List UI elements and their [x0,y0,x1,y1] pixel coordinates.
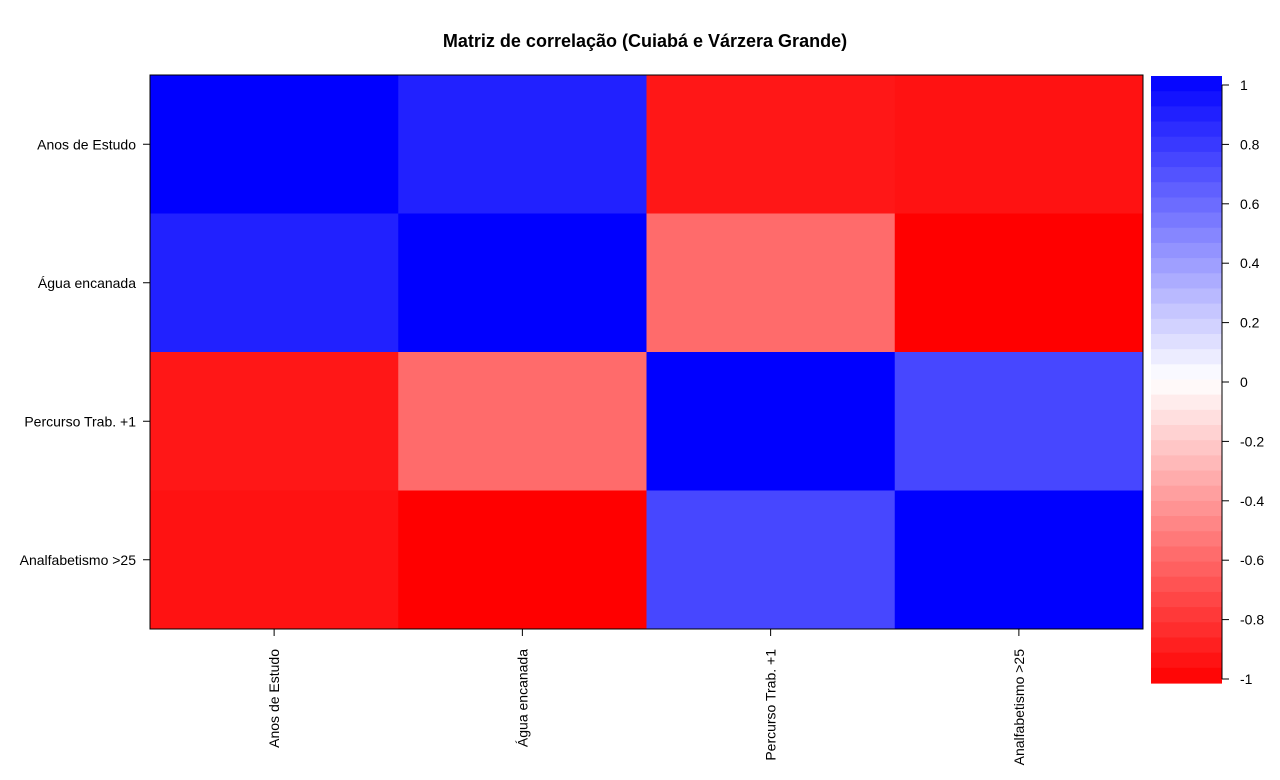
colorbar-tick-label: 0.4 [1240,255,1260,271]
colorbar-segment [1151,349,1222,365]
x-axis: Anos de Estudo Água encanada Percurso Trab… [266,629,1027,765]
y-tick-label: Água encanada [38,275,136,291]
colorbar-tick-label: -0.4 [1240,493,1264,509]
heatmap-cell-2-2 [646,352,896,491]
heatmap-cell-1-2 [646,213,896,353]
colorbar-segment [1151,516,1222,532]
heatmap-cell-3-0 [150,490,399,630]
y-tick-label: Analfabetismo >25 [20,552,137,568]
colorbar-tick-label: 0 [1240,374,1248,390]
heatmap-cell-2-3 [894,352,1144,491]
colorbar-tick-label: 0.8 [1240,136,1260,152]
x-tick-label: Água encanada [514,649,530,747]
colorbar-segment [1151,576,1222,593]
colorbar-segment [1151,121,1222,138]
colorbar-tick-label: -0.6 [1240,552,1264,568]
heatmap-cell-2-1 [398,352,647,491]
colorbar-segment [1151,485,1222,502]
x-tick-label: Analfabetismo >25 [1011,649,1027,766]
y-axis: Anos de Estudo Água encanada Percurso Trab… [20,136,150,568]
colorbar [1151,76,1222,684]
colorbar-segment [1151,288,1222,305]
colorbar-segment [1151,151,1222,168]
chart-title: Matriz de correlação (Cuiabá e Várzera G… [443,31,847,51]
colorbar-segment [1151,637,1222,654]
heatmap-cell-3-2 [646,490,896,630]
heatmap-cell-2-0 [150,352,399,491]
colorbar-segment [1151,622,1222,639]
x-tick-label: Percurso Trab. +1 [763,649,779,761]
heatmap-cell-1-0 [150,213,399,353]
colorbar-segment [1151,470,1222,487]
colorbar-segment [1151,364,1222,381]
colorbar-segment [1151,652,1222,669]
colorbar-segment [1151,91,1222,107]
heatmap-cell-0-1 [398,75,647,214]
colorbar-segment [1151,607,1222,623]
colorbar-segment [1151,667,1222,684]
colorbar-axis: 1 0.8 0.6 0.4 0.2 0 -0.2 -0.4 -0.6 -0.8 -1 [1221,77,1264,687]
colorbar-segment [1151,197,1222,214]
colorbar-segment [1151,136,1222,153]
colorbar-segment [1151,258,1222,274]
colorbar-segment [1151,182,1222,198]
heatmap-cell-3-3 [894,490,1144,630]
colorbar-segment [1151,500,1222,517]
colorbar-segment [1151,273,1222,290]
colorbar-segment [1151,425,1222,441]
colorbar-segment [1151,318,1222,335]
colorbar-segment [1151,76,1222,92]
colorbar-segment [1151,379,1222,396]
colorbar-segment [1151,167,1222,183]
heatmap-cell-3-1 [398,490,647,630]
heatmap-cell-0-2 [646,75,896,214]
colorbar-tick-label: -0.2 [1240,433,1264,449]
heatmap-cell-1-3 [894,213,1144,353]
colorbar-tick-label: -0.8 [1240,612,1264,628]
colorbar-tick-label: -1 [1240,671,1253,687]
heatmap-cell-0-3 [894,75,1144,214]
colorbar-segment [1151,409,1222,426]
colorbar-segment [1151,455,1222,472]
colorbar-segment [1151,394,1222,411]
colorbar-segment [1151,303,1222,320]
colorbar-segment [1151,561,1222,578]
colorbar-segment [1151,333,1222,350]
heatmap-cell-1-1 [398,213,647,353]
colorbar-segment [1151,242,1222,259]
colorbar-tick-label: 0.2 [1240,315,1260,331]
colorbar-segment [1151,440,1222,456]
y-tick-label: Anos de Estudo [37,136,136,152]
colorbar-tick-label: 1 [1240,77,1248,93]
colorbar-segment [1151,106,1222,123]
heatmap-cell-0-0 [150,75,399,214]
colorbar-segment [1151,546,1222,563]
colorbar-segment [1151,212,1222,229]
colorbar-segment [1151,531,1222,548]
y-tick-label: Percurso Trab. +1 [24,413,136,429]
colorbar-segment [1151,591,1222,608]
heatmap-cells [150,75,1144,630]
plot-frame [149,74,1144,630]
x-tick-label: Anos de Estudo [266,649,282,748]
colorbar-segment [1151,227,1222,244]
colorbar-tick-label: 0.6 [1240,196,1260,212]
